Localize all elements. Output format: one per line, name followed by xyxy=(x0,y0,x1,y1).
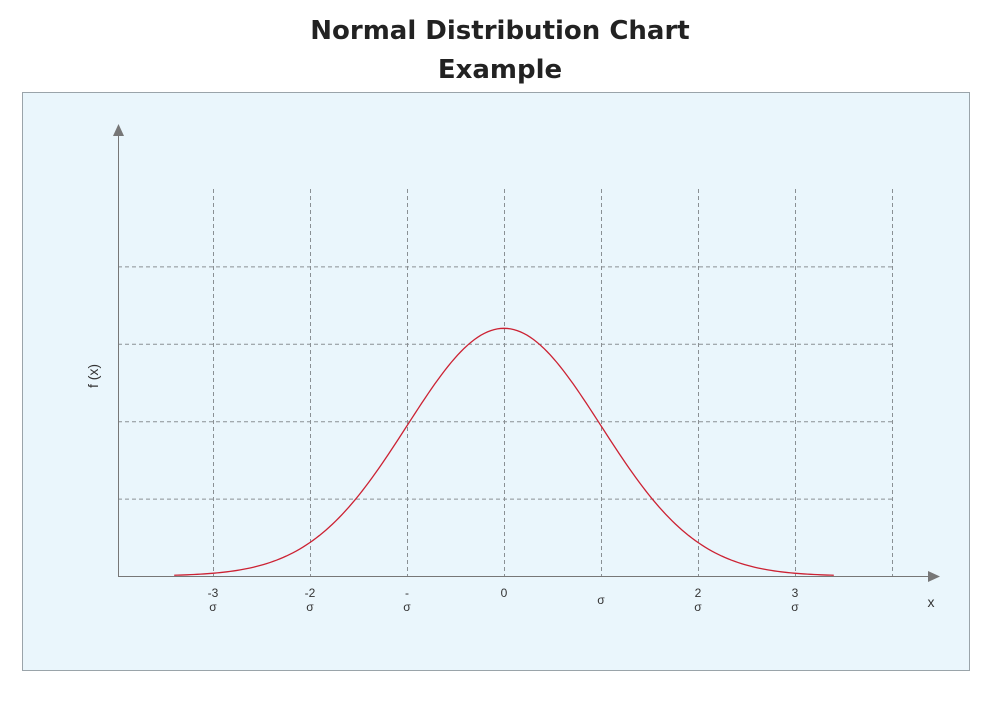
x-tick-sigma-2: σ xyxy=(403,600,411,614)
x-tick-label-5: 2 xyxy=(695,586,702,600)
axes xyxy=(113,124,940,582)
curve-layer xyxy=(174,327,834,576)
y-axis-arrow xyxy=(113,124,124,136)
chart-title-line-2: Example xyxy=(437,55,563,85)
x-tick-sigma-6: σ xyxy=(791,600,799,614)
x-tick-sigma-0: σ xyxy=(209,600,217,614)
chart-title-line-1: Normal Distribution Chart xyxy=(310,16,690,46)
x-tick-label-6: 3 xyxy=(792,586,799,600)
x-tick-sigma-5: σ xyxy=(694,600,702,614)
x-tick-label-1: -2 xyxy=(305,586,316,600)
y-axis-label: f (x) xyxy=(85,364,101,388)
x-axis-label: x xyxy=(928,594,935,610)
x-axis-arrow xyxy=(928,571,940,582)
distribution-curve-0 xyxy=(174,327,834,576)
x-tick-label-2: - xyxy=(405,586,409,600)
x-tick-sigma-4: σ xyxy=(597,593,605,607)
x-tick-label-3: 0 xyxy=(501,586,508,600)
grid-lines xyxy=(118,189,893,576)
x-tick-sigma-1: σ xyxy=(306,600,314,614)
x-tick-label-0: -3 xyxy=(208,586,219,600)
